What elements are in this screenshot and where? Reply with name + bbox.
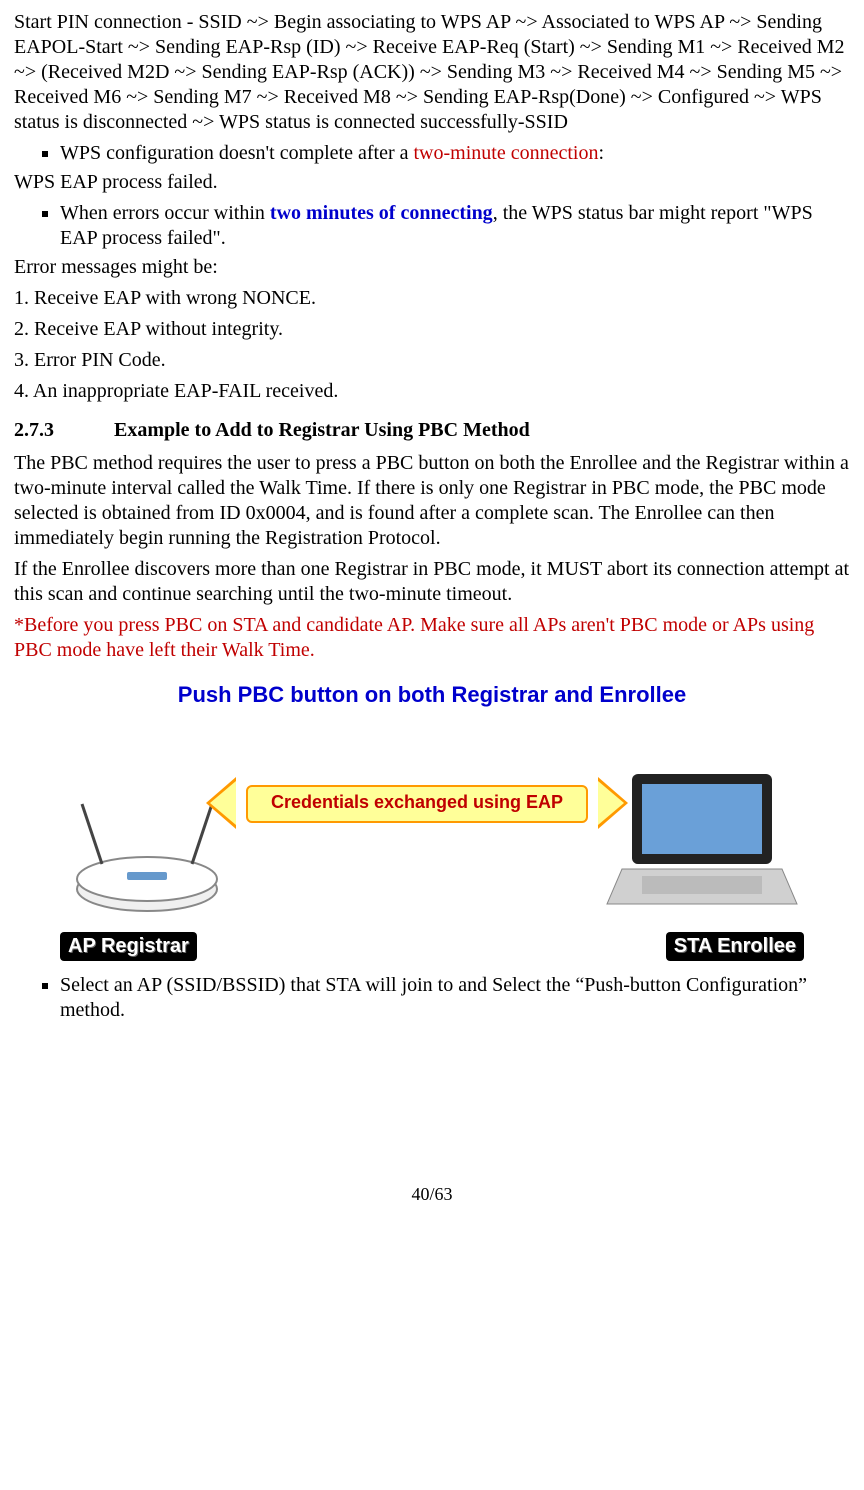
bullet-list-3: Select an AP (SSID/BSSID) that STA will … [14, 973, 850, 1023]
error-1: 1. Receive EAP with wrong NONCE. [14, 286, 850, 311]
error-2: 2. Receive EAP without integrity. [14, 317, 850, 342]
para-enrollee-abort: If the Enrollee discovers more than one … [14, 557, 850, 607]
bullet-select-ap: Select an AP (SSID/BSSID) that STA will … [42, 973, 850, 1023]
error-3: 3. Error PIN Code. [14, 348, 850, 373]
ap-label: AP Registrar [60, 932, 197, 961]
page-footer: 40/63 [14, 1183, 850, 1206]
sta-label: STA Enrollee [666, 932, 804, 961]
diagram-title: Push PBC button on both Registrar and En… [52, 681, 812, 709]
bullet2-prefix: When errors occur within [60, 202, 270, 224]
sta-device-icon [602, 764, 802, 921]
bullet-errors-within: When errors occur within two minutes of … [42, 201, 850, 251]
bullet-list-1: WPS configuration doesn't complete after… [14, 141, 850, 166]
arrow-bar: Credentials exchanged using EAP [246, 785, 588, 823]
bullet1-red: two-minute connection [414, 142, 599, 164]
error-4: 4. An inappropriate EAP-FAIL received. [14, 379, 850, 404]
bullet1-prefix: WPS configuration doesn't complete after… [60, 142, 414, 164]
section-heading: 2.7.3Example to Add to Registrar Using P… [14, 418, 850, 443]
wps-failed-msg: WPS EAP process failed. [14, 170, 850, 195]
bullet2-blue: two minutes of connecting [270, 202, 493, 224]
arrow-box: Credentials exchanged using EAP [222, 785, 612, 855]
para-pbc-method: The PBC method requires the user to pres… [14, 451, 850, 551]
arrow-text: Credentials exchanged using EAP [271, 792, 563, 812]
section-number: 2.7.3 [14, 418, 114, 443]
bullet-list-2: When errors occur within two minutes of … [14, 201, 850, 251]
warning-note: *Before you press PBC on STA and candida… [14, 613, 850, 663]
bullet1-suffix: : [598, 142, 604, 164]
error-intro: Error messages might be: [14, 255, 850, 280]
bullet3-text: Select an AP (SSID/BSSID) that STA will … [60, 974, 807, 1021]
bullet-wps-not-complete: WPS configuration doesn't complete after… [42, 141, 850, 166]
section-title: Example to Add to Registrar Using PBC Me… [114, 419, 530, 441]
wps-sequence: Start PIN connection - SSID ~> Begin ass… [14, 10, 850, 135]
pbc-diagram: Push PBC button on both Registrar and En… [52, 681, 812, 961]
document-page: Start PIN connection - SSID ~> Begin ass… [0, 0, 864, 1226]
